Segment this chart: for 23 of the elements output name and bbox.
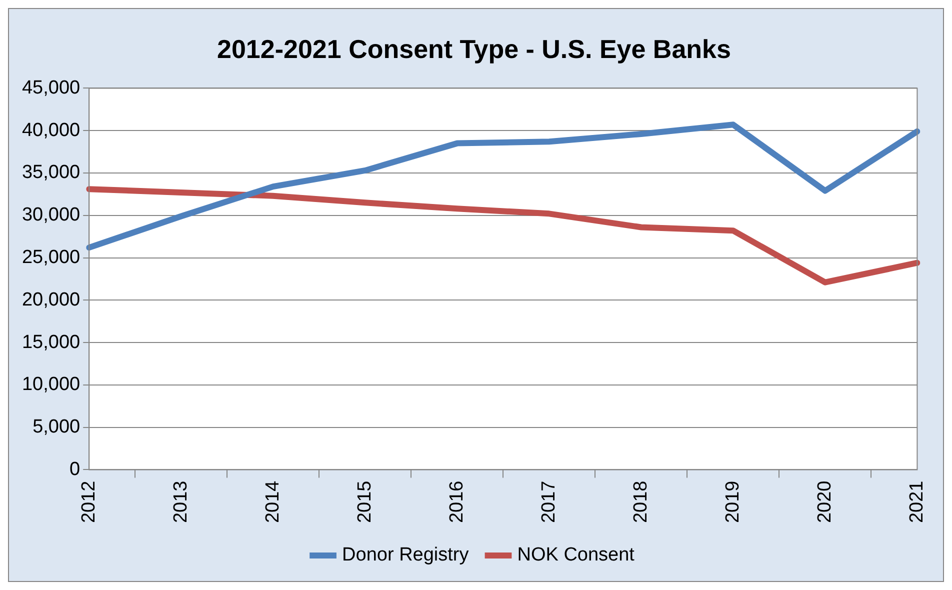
- x-tick-label: 2020: [814, 480, 836, 524]
- y-tick-label: 45,000: [22, 77, 80, 98]
- x-tick-label: 2021: [906, 480, 928, 524]
- x-tick-label: 2019: [722, 480, 744, 524]
- y-tick-label: 25,000: [22, 247, 80, 268]
- y-tick-label: 5,000: [32, 416, 80, 438]
- y-tick-label: 10,000: [22, 374, 80, 396]
- x-tick-label: 2013: [170, 480, 192, 524]
- x-tick-label: 2016: [446, 480, 468, 524]
- chart-title: 2012-2021 Consent Type - U.S. Eye Banks: [217, 34, 731, 64]
- y-tick-label: 0: [70, 458, 80, 480]
- x-tick-label: 2015: [354, 480, 376, 524]
- legend-label: NOK Consent: [517, 544, 636, 566]
- y-tick-label: 40,000: [22, 120, 80, 141]
- x-tick-label: 2014: [262, 480, 284, 524]
- x-tick-label: 2018: [630, 480, 652, 524]
- y-tick-label: 30,000: [22, 204, 80, 226]
- y-tick-label: 35,000: [22, 162, 80, 184]
- legend-label: Donor Registry: [342, 544, 470, 566]
- x-tick-label: 2012: [78, 480, 100, 524]
- y-tick-label: 15,000: [22, 332, 80, 353]
- y-tick-label: 20,000: [22, 289, 80, 310]
- x-tick-label: 2017: [538, 480, 560, 524]
